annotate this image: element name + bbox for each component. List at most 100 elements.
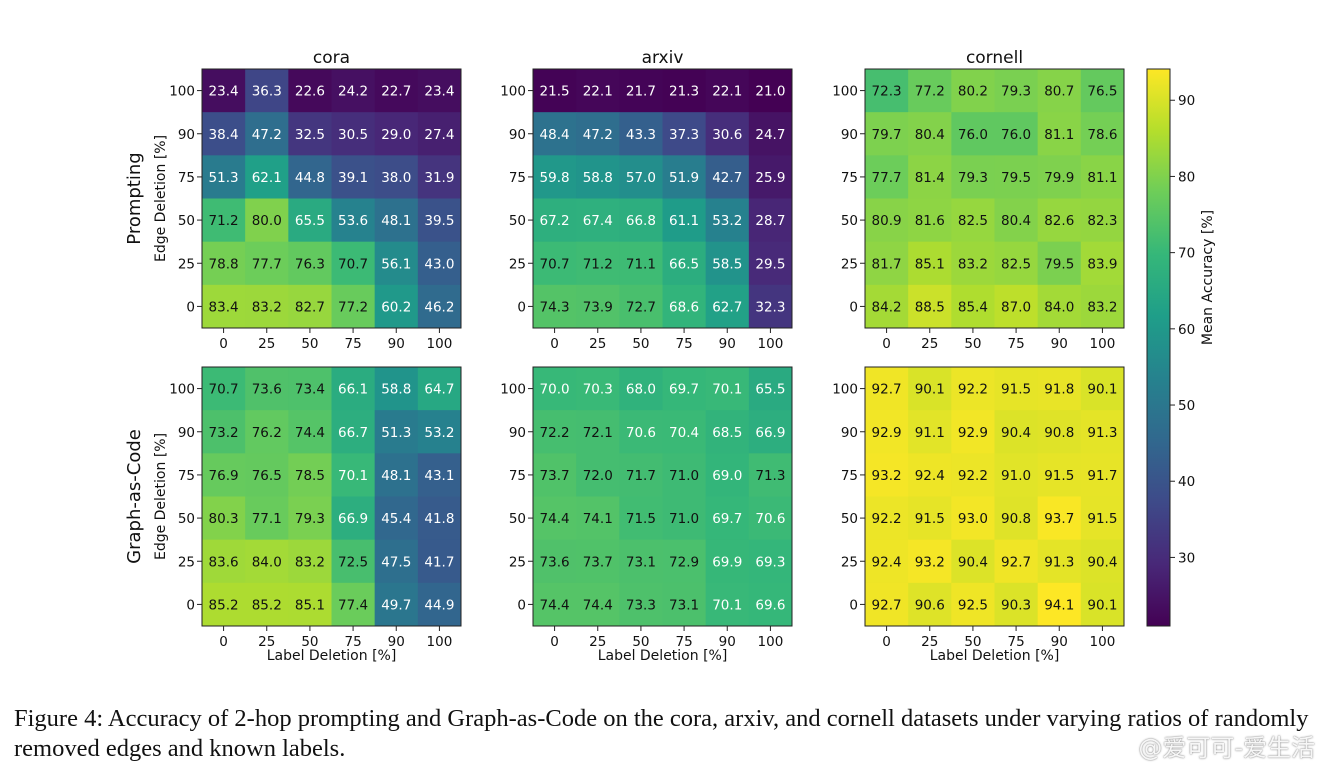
cell-value-label: 37.3 (669, 127, 699, 143)
y-tick-label: 90 (841, 127, 858, 143)
cell-value-label: 83.4 (209, 299, 239, 315)
heatmap-cell (705, 198, 750, 243)
cell-value-label: 85.2 (252, 597, 282, 613)
heatmap-cell (417, 69, 462, 113)
heatmap-cell (865, 112, 909, 156)
heatmap-cell (748, 582, 793, 627)
x-tick-label: 90 (719, 634, 736, 650)
cell-value-label: 72.2 (540, 425, 570, 441)
colorbar-tick-label: 40 (1178, 474, 1195, 490)
heatmap-cell (1037, 496, 1082, 541)
y-tick-label: 50 (841, 213, 858, 229)
cell-value-label: 69.0 (712, 468, 742, 484)
cell-value-label: 90.4 (1001, 425, 1031, 441)
heatmap-cell (331, 496, 376, 541)
cell-value-label: 90.6 (915, 597, 945, 613)
x-tick-label: 50 (964, 336, 981, 352)
heatmap-cell (245, 582, 289, 627)
cell-value-label: 85.2 (209, 597, 239, 613)
x-tick-label: 0 (882, 634, 891, 650)
y-tick-label: 90 (178, 425, 195, 441)
cell-value-label: 76.0 (958, 127, 988, 143)
heatmap-cell (1080, 241, 1125, 286)
heatmap-cell (951, 539, 995, 584)
heatmap-cell (908, 69, 952, 113)
colorbar-label: Mean Accuracy [%] (1200, 210, 1216, 345)
heatmap-cell (374, 198, 419, 243)
cell-value-label: 92.7 (872, 597, 902, 613)
panel-frame (864, 68, 1125, 329)
panel-frame (532, 68, 793, 329)
cell-value-label: 70.1 (712, 597, 742, 613)
cell-value-label: 71.7 (626, 468, 656, 484)
panel-title: arxiv (642, 48, 684, 68)
cell-value-label: 71.1 (626, 256, 656, 272)
cell-value-label: 27.4 (424, 127, 454, 143)
heatmap-cell (374, 453, 419, 497)
heatmap-cell (288, 198, 332, 243)
heatmap-cell (331, 367, 376, 411)
heatmap-cell (533, 112, 577, 156)
heatmap-cell (1037, 410, 1082, 454)
heatmap-cell (1080, 112, 1125, 156)
cell-value-label: 90.1 (1087, 597, 1117, 613)
heatmap-cell (662, 284, 707, 329)
heatmap-cell (662, 155, 707, 199)
heatmap-cell (1037, 453, 1082, 497)
heatmap-cell (705, 284, 750, 329)
cell-value-label: 30.6 (712, 127, 742, 143)
heatmap-cell (1037, 367, 1082, 411)
x-tick-label: 100 (1090, 336, 1116, 352)
heatmap-cell (619, 539, 663, 584)
cell-value-label: 48.1 (381, 213, 411, 229)
cell-value-label: 80.4 (1001, 213, 1031, 229)
y-tick-label: 0 (186, 597, 195, 613)
cell-value-label: 22.7 (381, 84, 411, 100)
panel-frame (864, 366, 1125, 627)
heatmap-cell (705, 69, 750, 113)
y-tick-label: 0 (186, 299, 195, 315)
cell-value-label: 66.7 (338, 425, 368, 441)
x-axis-label: Label Deletion [%] (930, 648, 1060, 664)
heatmap-cell (908, 367, 952, 411)
cell-value-label: 62.7 (712, 299, 742, 315)
cell-value-label: 92.4 (915, 468, 945, 484)
y-tick-label: 100 (169, 382, 195, 398)
cell-value-label: 91.1 (915, 425, 945, 441)
heatmap-cell (662, 453, 707, 497)
heatmap-cell (374, 155, 419, 199)
cell-value-label: 47.2 (252, 127, 282, 143)
heatmap-cell (1080, 496, 1125, 541)
cell-value-label: 82.3 (1087, 213, 1117, 229)
cell-value-label: 69.7 (669, 382, 699, 398)
heatmap-cell (331, 198, 376, 243)
heatmap-cell (951, 284, 995, 329)
y-tick-label: 0 (849, 299, 858, 315)
heatmap-cell (748, 453, 793, 497)
heatmap-cell (619, 496, 663, 541)
cell-value-label: 77.7 (872, 170, 902, 186)
cell-value-label: 82.5 (958, 213, 988, 229)
heatmap-cell (1037, 198, 1082, 243)
x-tick-label: 75 (1007, 634, 1024, 650)
heatmap-cell (619, 367, 663, 411)
cell-value-label: 84.2 (872, 299, 902, 315)
y-tick-label: 0 (517, 299, 526, 315)
cell-value-label: 80.7 (1044, 84, 1074, 100)
cell-value-label: 69.9 (712, 554, 742, 570)
cell-value-label: 49.7 (381, 597, 411, 613)
cell-value-label: 91.5 (1087, 511, 1117, 527)
cell-value-label: 81.6 (915, 213, 945, 229)
heatmap-cell (865, 241, 909, 286)
heatmap-cell (417, 198, 462, 243)
cell-value-label: 77.2 (338, 299, 368, 315)
heatmap-cell (994, 198, 1039, 243)
cell-value-label: 71.3 (755, 468, 785, 484)
heatmap-cell (245, 69, 289, 113)
cell-value-label: 92.4 (872, 554, 902, 570)
heatmap-cell (1080, 453, 1125, 497)
y-tick-label: 90 (509, 127, 526, 143)
cell-value-label: 60.2 (381, 299, 411, 315)
cell-value-label: 66.1 (338, 382, 368, 398)
heatmap-cell (619, 410, 663, 454)
